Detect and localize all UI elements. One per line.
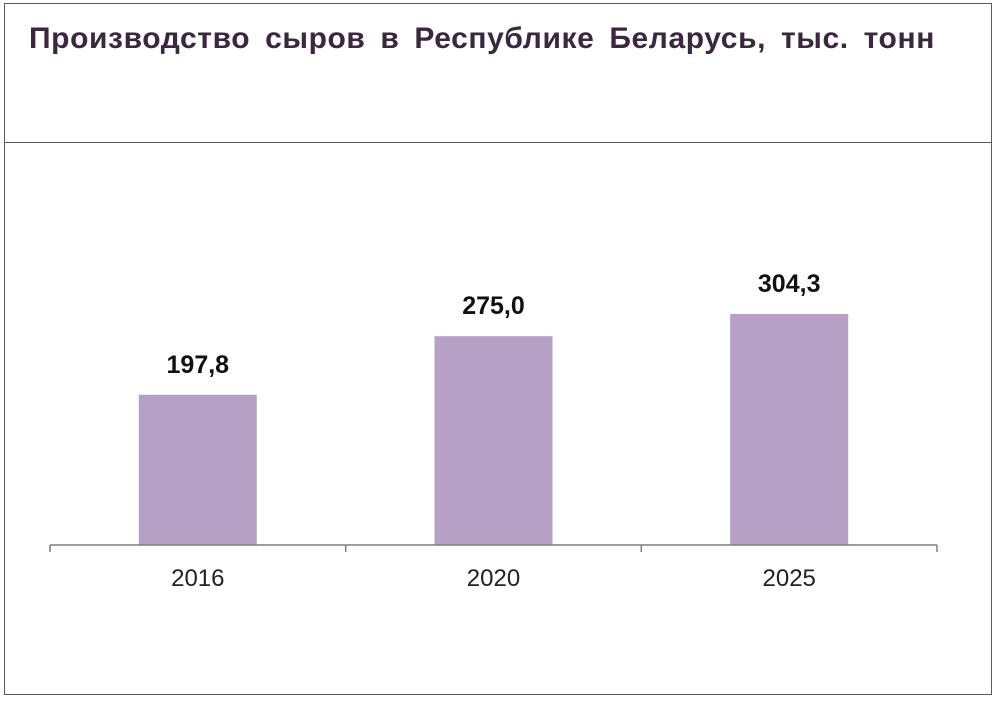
x-tick-label-2025: 2025 <box>763 565 816 592</box>
bar-2025 <box>730 314 849 545</box>
title-panel: Производство сыров в Республике Беларусь… <box>5 4 991 143</box>
x-tick-label-2016: 2016 <box>171 565 224 592</box>
bar-2016 <box>138 394 257 545</box>
value-label-2025: 304,3 <box>758 270 821 298</box>
plot-area: 197,8 2016 275,0 2020 304,3 2025 <box>49 270 938 592</box>
x-tick-label-2020: 2020 <box>467 565 520 592</box>
bar-2020 <box>434 336 553 545</box>
chart-title: Производство сыров в Республике Беларусь… <box>29 22 935 55</box>
value-label-2020: 275,0 <box>462 292 525 320</box>
value-label-2016: 197,8 <box>167 351 230 379</box>
